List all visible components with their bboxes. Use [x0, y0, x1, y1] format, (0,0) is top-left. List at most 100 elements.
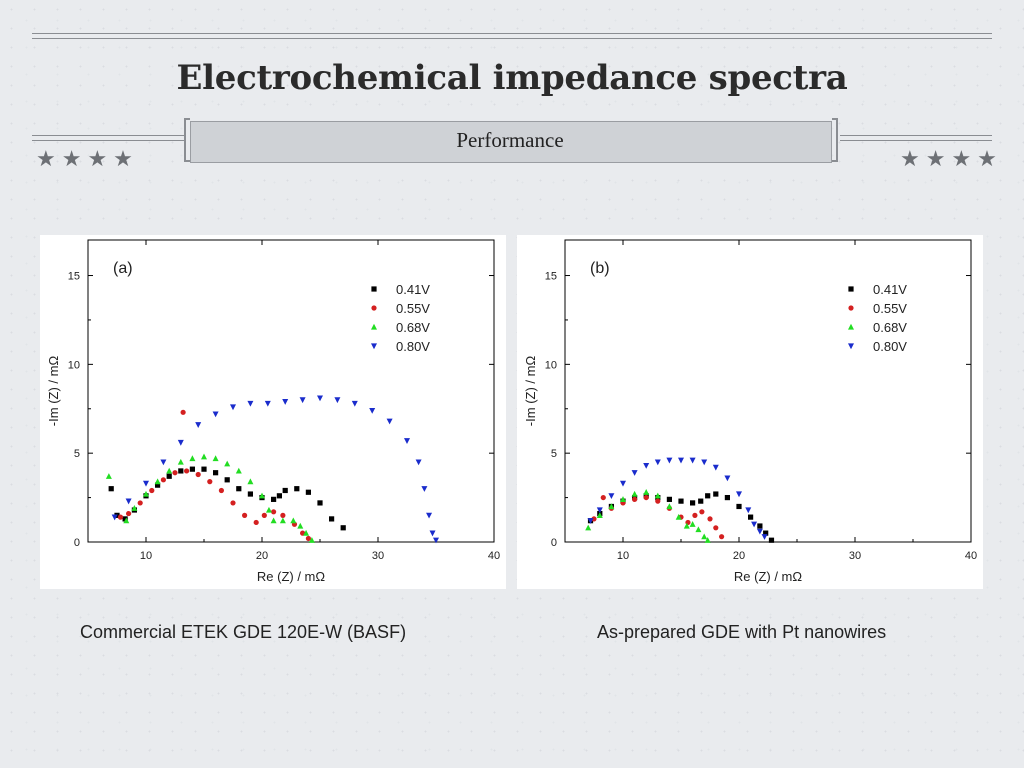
chart-a-point-1-7 [184, 468, 190, 474]
chart-a-point-0-20 [317, 500, 323, 506]
chart-b-ytick-label-1: 5 [551, 448, 557, 460]
chart-a-point-1-16 [280, 512, 286, 518]
chart-a-point-2-12 [247, 478, 254, 485]
chart-b-ytick-label-0: 0 [551, 537, 557, 549]
chart-b-xtick-label-0: 10 [617, 550, 629, 562]
chart-b-point-3-6 [654, 459, 661, 466]
chart-a-point-1-1 [117, 514, 124, 520]
chart-a-point-1-0 [180, 409, 186, 415]
chart-a-point-3-21 [429, 530, 436, 537]
chart-b-point-2-9 [683, 522, 690, 529]
chart-b-point-0-10 [698, 498, 704, 504]
chart-a-ytick-label-1: 5 [74, 448, 80, 460]
chart-b-legend-label-3: 0.80V [873, 339, 907, 354]
chart-a-point-3-17 [404, 438, 410, 444]
chart-a-point-3-22 [433, 537, 439, 544]
chart-a-point-2-18 [297, 522, 304, 529]
chart-b-series-0.80V [587, 457, 768, 540]
chart-b-point-1-5 [643, 494, 649, 501]
chart-a-legend-marker-1 [371, 305, 377, 311]
chart-panel-a: 10 20 30 40 0 5 10 15 Re (Z) / mΩ -Im (Z) / mΩ (a)… [40, 235, 506, 589]
chart-a-point-3-9 [264, 400, 271, 407]
chart-b-point-3-3 [620, 480, 626, 487]
chart-b-point-0-13 [724, 494, 730, 501]
chart-b-point-1-10 [692, 512, 698, 518]
chart-a-point-0-19 [305, 489, 311, 495]
chart-b-point-2-8 [675, 513, 682, 520]
chart-a-point-1-9 [207, 479, 213, 485]
chart-a-legend-marker-2 [371, 323, 377, 330]
chart-a-point-3-10 [282, 399, 289, 405]
chart-a-point-1-15 [271, 509, 277, 515]
chart-a-point-3-6 [212, 411, 219, 418]
chart-b-point-3-17 [761, 534, 768, 540]
chart-b-point-3-2 [608, 493, 615, 500]
chart-a-point-3-4 [177, 439, 184, 446]
chart-a-point-1-6 [172, 470, 178, 476]
chart-b-xtick-label-1: 20 [733, 550, 745, 562]
chart-b-series-0.68V [585, 489, 711, 543]
chart-b-point-1-1 [591, 516, 597, 522]
chart-b-point-1-6 [655, 498, 661, 504]
chart-b-point-3-5 [643, 463, 650, 469]
chart-b-legend-marker-3 [848, 343, 854, 350]
chart-b-point-3-11 [712, 464, 719, 471]
chart-a-legend-marker-0 [371, 286, 377, 292]
stars-right: ★★★★ [900, 146, 1003, 171]
chart-a-point-2-11 [235, 467, 242, 474]
subtitle-band [190, 121, 832, 163]
chart-b-point-2-7 [666, 503, 673, 510]
chart-a-point-2-1 [123, 517, 130, 524]
chart-a-xtick-label-2: 30 [372, 550, 384, 562]
chart-a-point-1-3 [137, 500, 143, 506]
chart-b-plot-frame [564, 239, 972, 543]
left-rule-1 [32, 135, 184, 136]
chart-panel-b: 10 20 30 40 0 5 10 15 Re (Z) / mΩ -Im (Z) / mΩ (b)… [517, 235, 983, 589]
chart-b-y-axis-label: -Im (Z) / mΩ [523, 356, 538, 427]
chart-a-point-2-0 [105, 473, 112, 479]
caption-left: Commercial ETEK GDE 120E-W (BASF) [80, 622, 407, 642]
chart-a-point-2-5 [166, 467, 173, 474]
chart-b-point-3-1 [596, 507, 603, 514]
chart-a-ytick-label-0: 0 [74, 537, 80, 549]
chart-a-point-1-8 [195, 471, 201, 478]
chart-a-x-axis-label: Re (Z) / mΩ [257, 569, 325, 584]
chart-b-ytick-label-2: 10 [545, 359, 557, 371]
chart-a-point-2-17 [290, 517, 297, 524]
chart-a-point-2-2 [131, 505, 138, 511]
chart-b-point-1-13 [713, 525, 719, 531]
chart-b-point-3-8 [678, 457, 684, 464]
slide-title: Electrochemical impedance spectra [176, 58, 848, 98]
chart-b-point-2-1 [596, 512, 603, 518]
chart-a-point-2-7 [189, 455, 196, 462]
chart-b-legend-label-2: 0.68V [873, 320, 907, 335]
chart-a-point-0-6 [166, 473, 172, 479]
chart-a-legend-label-0: 0.41V [396, 282, 430, 297]
chart-a-point-0-10 [213, 470, 219, 476]
chart-a-point-0-2 [122, 516, 128, 522]
chart-a-point-2-14 [265, 506, 272, 513]
chart-b-legend-label-1: 0.55V [873, 301, 907, 316]
chart-b-ytick-label-3: 15 [545, 271, 557, 283]
top-rule-1 [32, 33, 992, 34]
chart-a-legend-label-1: 0.55V [396, 301, 430, 316]
chart-b-point-1-14 [719, 534, 725, 540]
chart-b-legend-marker-1 [848, 305, 854, 311]
chart-b-point-2-11 [695, 526, 702, 533]
chart-a-point-0-12 [236, 486, 242, 492]
chart-a-series-0.41V [108, 466, 346, 531]
chart-b-point-0-16 [757, 523, 763, 529]
chart-a-point-0-13 [247, 491, 253, 497]
chart-b-legend-marker-2 [848, 323, 854, 330]
chart-b-point-0-17 [763, 530, 769, 536]
chart-a-point-3-7 [230, 404, 236, 411]
chart-a-y-axis-label: -Im (Z) / mΩ [46, 356, 61, 427]
chart-a-point-2-3 [143, 490, 149, 497]
chart-b-point-3-0 [587, 518, 594, 524]
chart-a-ytick-label-2: 10 [68, 359, 80, 371]
band-bracket-right [832, 118, 838, 162]
chart-a-point-3-3 [160, 459, 167, 466]
chart-b-point-1-0 [600, 494, 606, 501]
chart-a-legend-label-2: 0.68V [396, 320, 430, 335]
chart-b-point-2-12 [701, 533, 708, 540]
